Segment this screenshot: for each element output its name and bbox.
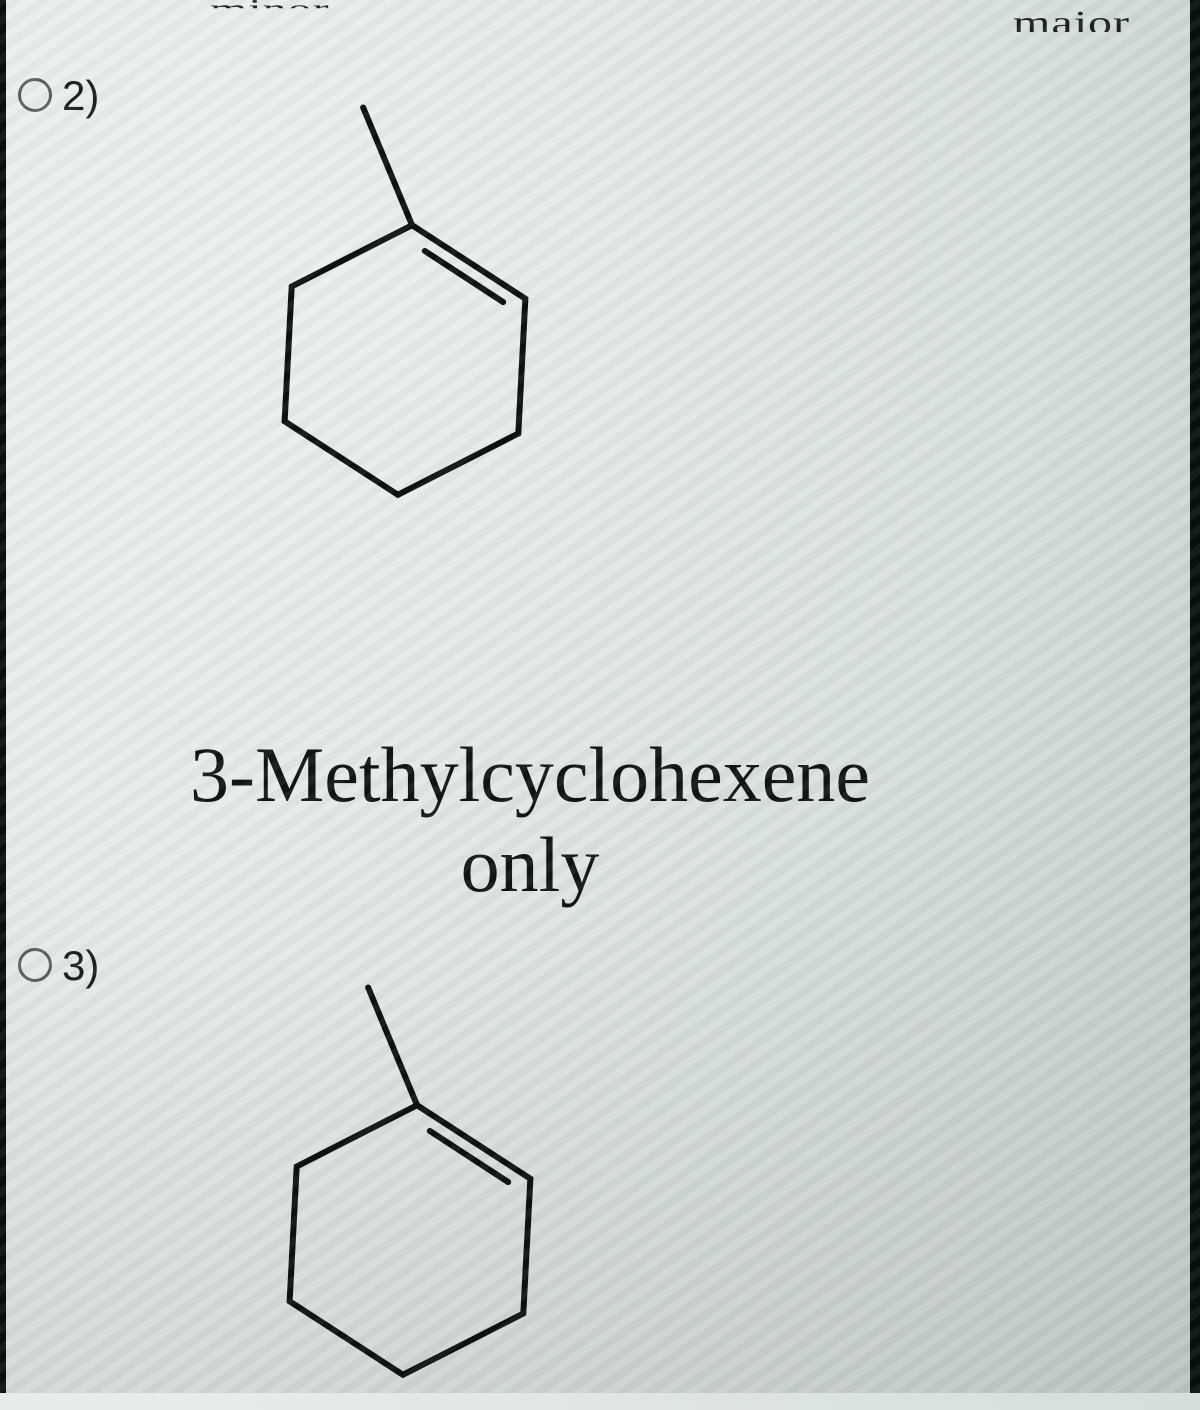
caption-line-1: 3-Methylcyclohexene: [80, 730, 980, 820]
option-number-3: 3): [62, 942, 99, 990]
caption-block: 3-Methylcyclohexene only: [80, 730, 980, 909]
option-number-2: 2): [62, 72, 99, 120]
molecule-3-methylcyclohexene: [200, 40, 620, 540]
radio-option-2[interactable]: [18, 78, 52, 112]
caption-line-2: only: [80, 820, 980, 910]
cutoff-label-right: major: [1013, 4, 1130, 32]
molecule-1-methylcyclohexene: [200, 910, 620, 1410]
cutoff-label-left: minor: [210, 0, 330, 8]
radio-option-3[interactable]: [18, 948, 52, 982]
